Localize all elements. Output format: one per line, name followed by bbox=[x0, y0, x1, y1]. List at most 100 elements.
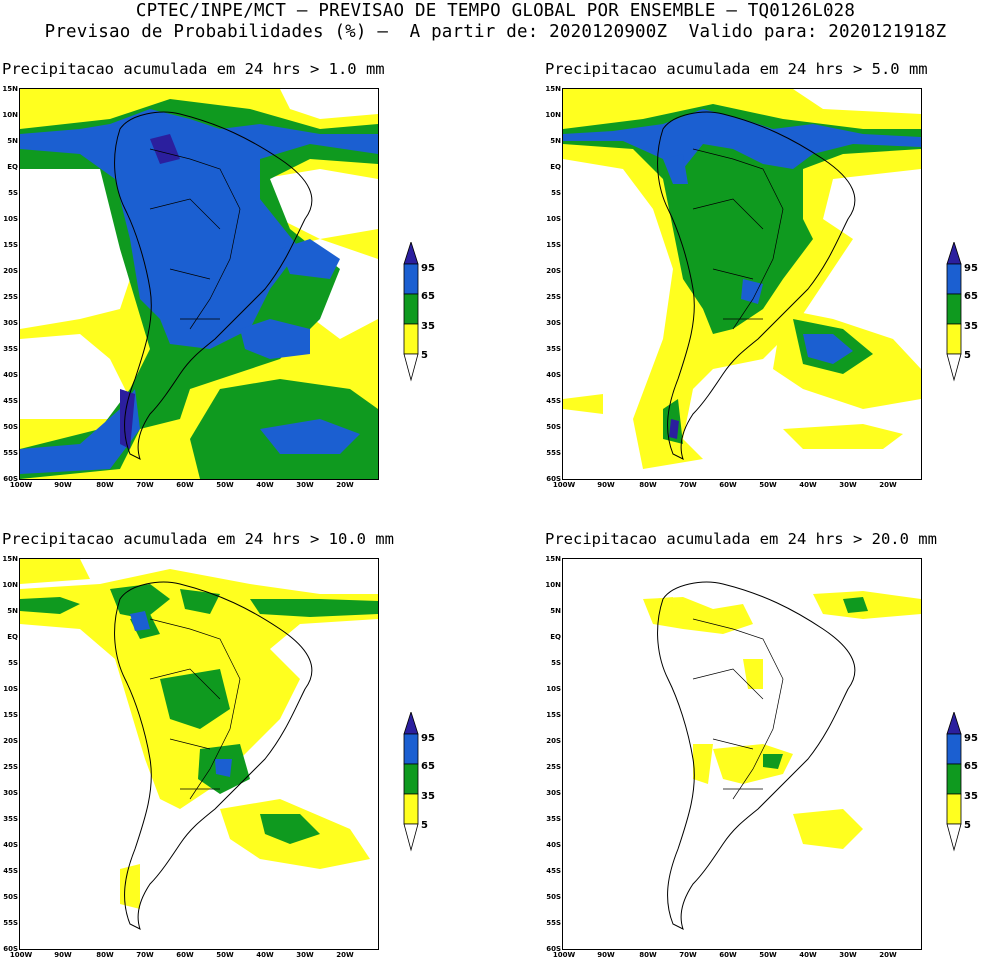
legend-swatch-35-65 bbox=[403, 763, 419, 795]
white-region bbox=[20, 155, 130, 329]
latitude-label: 15S bbox=[3, 711, 18, 719]
longitude-label: 60W bbox=[176, 951, 194, 959]
latitude-label: 20S bbox=[3, 267, 18, 275]
longitude-label: 80W bbox=[639, 481, 657, 489]
panel-20mm: Precipitacao acumulada em 24 hrs > 20.0 … bbox=[545, 530, 991, 959]
latitude-label: 35S bbox=[546, 345, 561, 353]
green-region bbox=[763, 754, 783, 769]
longitude-label: 100W bbox=[552, 951, 576, 959]
dark-region bbox=[120, 389, 135, 449]
probability-map bbox=[20, 559, 378, 930]
legend-label: 65 bbox=[421, 761, 435, 772]
legend-swatch-above-95 bbox=[946, 710, 962, 735]
panel-title: Precipitacao acumulada em 24 hrs > 20.0 … bbox=[545, 530, 937, 548]
legend-swatch-65-95 bbox=[403, 733, 419, 765]
longitude-label: 30W bbox=[839, 951, 857, 959]
latitude-label: 35S bbox=[3, 815, 18, 823]
longitude-label: 20W bbox=[879, 951, 897, 959]
longitude-label: 80W bbox=[96, 951, 114, 959]
longitude-label: 80W bbox=[96, 481, 114, 489]
latitude-label: 35S bbox=[3, 345, 18, 353]
legend-swatch-above-95 bbox=[403, 710, 419, 735]
latitude-label: 10S bbox=[546, 685, 561, 693]
latitude-label: 5N bbox=[550, 137, 561, 145]
latitude-label: 15S bbox=[546, 711, 561, 719]
longitude-label: 40W bbox=[799, 951, 817, 959]
color-legend: 95 65 35 5 bbox=[945, 240, 991, 382]
map-area bbox=[562, 88, 922, 480]
longitude-label: 70W bbox=[679, 951, 697, 959]
latitude-label: 55S bbox=[3, 919, 18, 927]
figure-subtitle: Previsao de Probabilidades (%) – A parti… bbox=[44, 22, 947, 42]
latitude-label: 50S bbox=[3, 893, 18, 901]
white-region bbox=[20, 334, 140, 419]
legend-swatch-5-35 bbox=[403, 323, 419, 355]
legend-swatch-above-95 bbox=[946, 240, 962, 265]
longitude-label: 60W bbox=[719, 481, 737, 489]
latitude-label: 55S bbox=[546, 919, 561, 927]
legend-label: 5 bbox=[421, 820, 428, 831]
legend-label: 65 bbox=[964, 761, 978, 772]
latitude-label: 15S bbox=[3, 241, 18, 249]
legend-label: 95 bbox=[964, 733, 978, 744]
green-region bbox=[843, 597, 868, 613]
latitude-label: 50S bbox=[3, 423, 18, 431]
latitude-label: 5N bbox=[7, 137, 18, 145]
legend-colorbar bbox=[946, 240, 962, 382]
green-region bbox=[110, 584, 170, 619]
map-area bbox=[562, 558, 922, 950]
longitude-label: 40W bbox=[799, 481, 817, 489]
latitude-label: 30S bbox=[546, 789, 561, 797]
legend-swatch-below-5 bbox=[403, 353, 419, 382]
latitude-label: 55S bbox=[3, 449, 18, 457]
latitude-label: 40S bbox=[3, 841, 18, 849]
latitude-label: 5S bbox=[8, 659, 18, 667]
panel-1mm: Precipitacao acumulada em 24 hrs > 1.0 m… bbox=[2, 60, 482, 489]
yellow-region bbox=[743, 659, 763, 689]
legend-swatch-35-65 bbox=[946, 293, 962, 325]
longitude-label: 90W bbox=[597, 481, 615, 489]
legend-swatch-below-5 bbox=[946, 353, 962, 382]
legend-swatch-5-35 bbox=[946, 323, 962, 355]
legend-swatch-65-95 bbox=[403, 263, 419, 295]
yellow-region bbox=[20, 559, 90, 584]
yellow-region bbox=[693, 744, 713, 784]
latitude-label: 10N bbox=[2, 581, 18, 589]
legend-label: 65 bbox=[964, 291, 978, 302]
blue-region bbox=[563, 109, 921, 169]
latitude-label: 50S bbox=[546, 423, 561, 431]
latitude-label: 60S bbox=[546, 475, 561, 483]
legend-swatch-below-5 bbox=[946, 823, 962, 852]
latitude-label: 45S bbox=[3, 397, 18, 405]
yellow-region bbox=[793, 809, 863, 849]
latitude-label: 15N bbox=[545, 555, 561, 563]
yellow-region bbox=[813, 591, 921, 619]
coastline bbox=[657, 111, 856, 460]
longitude-label: 90W bbox=[54, 951, 72, 959]
green-region bbox=[20, 597, 80, 614]
latitude-label: 10N bbox=[545, 581, 561, 589]
longitude-label: 70W bbox=[136, 951, 154, 959]
dark-region bbox=[150, 134, 180, 164]
latitude-label: 40S bbox=[546, 371, 561, 379]
longitude-label: 50W bbox=[759, 951, 777, 959]
latitude-label: 30S bbox=[3, 319, 18, 327]
latitude-label: 25S bbox=[546, 293, 561, 301]
legend-label: 35 bbox=[421, 791, 435, 802]
latitude-label: 45S bbox=[546, 867, 561, 875]
latitude-label: 45S bbox=[3, 867, 18, 875]
legend-label: 65 bbox=[421, 291, 435, 302]
borders bbox=[692, 148, 784, 330]
latitude-label: 40S bbox=[3, 371, 18, 379]
white-region bbox=[280, 89, 378, 119]
latitude-label: 10S bbox=[546, 215, 561, 223]
latitude-label: 60S bbox=[546, 945, 561, 953]
color-legend: 95 65 35 5 bbox=[402, 710, 462, 852]
blue-region bbox=[240, 319, 310, 359]
panel-title: Precipitacao acumulada em 24 hrs > 10.0 … bbox=[2, 530, 394, 548]
latitude-label: 60S bbox=[3, 945, 18, 953]
latitude-label: 60S bbox=[3, 475, 18, 483]
legend-swatch-65-95 bbox=[946, 733, 962, 765]
blue-region bbox=[20, 109, 378, 349]
latitude-label: 10S bbox=[3, 685, 18, 693]
